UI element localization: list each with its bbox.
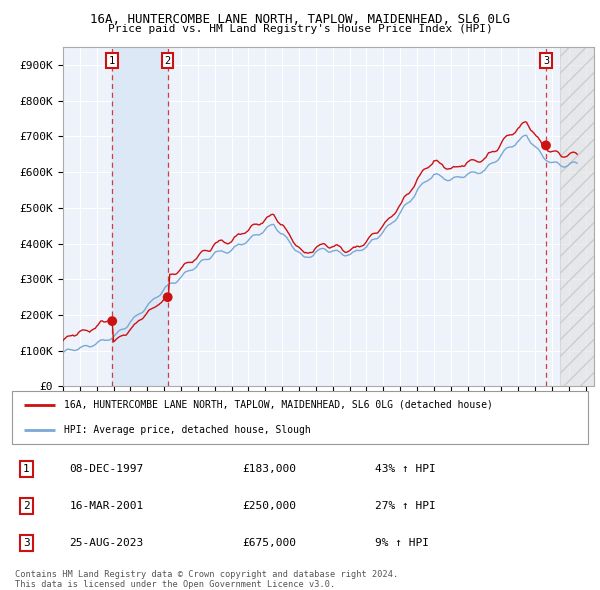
Text: Contains HM Land Registry data © Crown copyright and database right 2024.: Contains HM Land Registry data © Crown c… — [15, 569, 398, 579]
Text: £183,000: £183,000 — [242, 464, 296, 474]
Point — [163, 293, 172, 302]
FancyBboxPatch shape — [12, 391, 588, 444]
Point — [107, 316, 117, 326]
Point — [541, 140, 551, 150]
Text: 1: 1 — [109, 55, 115, 65]
Text: 25-AUG-2023: 25-AUG-2023 — [70, 537, 144, 548]
Text: 43% ↑ HPI: 43% ↑ HPI — [375, 464, 436, 474]
Text: 2: 2 — [164, 55, 171, 65]
Text: 1: 1 — [23, 464, 30, 474]
Text: 2: 2 — [23, 501, 30, 511]
Text: 16A, HUNTERCOMBE LANE NORTH, TAPLOW, MAIDENHEAD, SL6 0LG: 16A, HUNTERCOMBE LANE NORTH, TAPLOW, MAI… — [90, 13, 510, 26]
Text: 9% ↑ HPI: 9% ↑ HPI — [375, 537, 429, 548]
Text: 16-MAR-2001: 16-MAR-2001 — [70, 501, 144, 511]
Text: £250,000: £250,000 — [242, 501, 296, 511]
Text: 3: 3 — [543, 55, 549, 65]
Text: 16A, HUNTERCOMBE LANE NORTH, TAPLOW, MAIDENHEAD, SL6 0LG (detached house): 16A, HUNTERCOMBE LANE NORTH, TAPLOW, MAI… — [64, 399, 493, 409]
Text: 27% ↑ HPI: 27% ↑ HPI — [375, 501, 436, 511]
Text: 3: 3 — [23, 537, 30, 548]
Text: £675,000: £675,000 — [242, 537, 296, 548]
Bar — [112, 47, 167, 386]
Text: 08-DEC-1997: 08-DEC-1997 — [70, 464, 144, 474]
Text: HPI: Average price, detached house, Slough: HPI: Average price, detached house, Slou… — [64, 425, 311, 435]
Text: Price paid vs. HM Land Registry's House Price Index (HPI): Price paid vs. HM Land Registry's House … — [107, 24, 493, 34]
Text: This data is licensed under the Open Government Licence v3.0.: This data is licensed under the Open Gov… — [15, 579, 335, 589]
Bar — [560, 47, 594, 386]
